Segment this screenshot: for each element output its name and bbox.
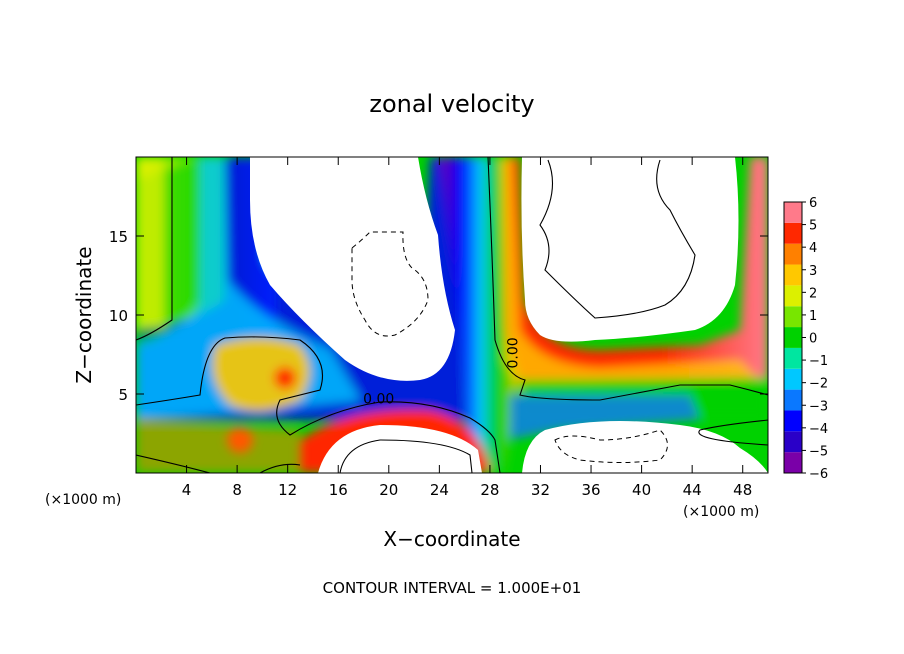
mask-upper-right [521, 157, 739, 342]
colorbar-swatch [784, 431, 802, 453]
colorbar-label: 1 [809, 309, 817, 324]
colorbar-swatch [784, 368, 802, 390]
colorbar-label: 2 [809, 286, 817, 301]
contour-line-lower [136, 336, 501, 473]
colorbar-swatch [784, 347, 802, 369]
mask-bottom-center [318, 425, 482, 473]
contour-dashed-upper [351, 231, 429, 337]
x-tick-label: 12 [278, 481, 297, 499]
x-unit-label-right: (×1000 m) [683, 504, 759, 520]
colorbar-swatch [784, 264, 802, 286]
y-axis-label: Z−coordinate [72, 246, 96, 383]
x-tick-label: 4 [182, 481, 192, 499]
colorbar-label: −3 [809, 399, 828, 414]
colorbar-label: 4 [809, 241, 817, 256]
colorbar-swatch [784, 243, 802, 265]
colorbar-swatch [784, 285, 802, 307]
y-tick-label: 10 [109, 307, 128, 325]
contour-dashed-lower-right [554, 429, 668, 463]
y-tick-label: 5 [118, 386, 128, 404]
y-tick-label: 15 [109, 228, 128, 246]
colorbar-swatch [784, 222, 802, 244]
colorbar-label: −6 [809, 467, 828, 482]
contour-line-bottomleft [136, 454, 301, 473]
field-red-spot [274, 367, 296, 389]
colorbar-swatch [784, 327, 802, 348]
velocity-field: 0.00 0.00 [136, 157, 768, 473]
colorbar-swatch [784, 452, 802, 473]
colorbar-swatch [784, 306, 802, 328]
x-tick-label: 28 [480, 481, 499, 499]
colorbar-swatch [784, 202, 802, 223]
x-tick-label: 48 [733, 481, 752, 499]
contour-line-middle [487, 157, 768, 401]
field-yellow-left [136, 157, 164, 327]
colorbar-label: −2 [809, 377, 828, 392]
x-tick-label: 20 [379, 481, 398, 499]
contour-line-upperright [539, 159, 696, 319]
colorbar-label: 6 [809, 196, 817, 211]
field-right-yellow [500, 157, 760, 395]
colorbar-label: −1 [809, 354, 828, 369]
colorbar-label: −5 [809, 444, 828, 459]
x-tick-label: 24 [430, 481, 449, 499]
x-tick-label: 32 [531, 481, 550, 499]
contour-value-label: 0.00 [363, 391, 394, 407]
x-unit-label-left: (×1000 m) [45, 492, 121, 508]
x-tick-label: 40 [632, 481, 651, 499]
contour-value-label: 0.00 [506, 337, 522, 368]
x-axis-ticks: 4 8 12 16 20 24 28 32 36 40 44 48 [182, 157, 752, 499]
colorbar-label: −4 [809, 422, 828, 437]
colorbar-swatch [784, 389, 802, 411]
contour-line-left [136, 157, 173, 341]
colorbar-label: 0 [809, 332, 817, 347]
y-axis-ticks: 5 10 15 [109, 228, 768, 404]
field-warm-blob [212, 337, 310, 412]
contour-line-bottomcenter [339, 439, 473, 473]
x-tick-label: 8 [232, 481, 242, 499]
x-tick-label: 44 [683, 481, 702, 499]
field-mid-column [440, 157, 520, 473]
field-orange-bottom [136, 420, 300, 473]
x-tick-label: 16 [329, 481, 348, 499]
x-axis-label: X−coordinate [383, 527, 520, 551]
colorbar-label: 3 [809, 264, 817, 279]
x-tick-label: 36 [581, 481, 600, 499]
chart-title: zonal velocity [369, 90, 534, 118]
contour-interval-note: CONTOUR INTERVAL = 1.000E+01 [323, 579, 582, 597]
colorbar-swatch [784, 410, 802, 432]
colorbar: −6 −5 −4 −3 −2 −1 0 1 2 3 4 5 6 [783, 196, 828, 482]
contour-line-right-edge [698, 419, 768, 446]
colorbar-label: 5 [809, 219, 817, 234]
